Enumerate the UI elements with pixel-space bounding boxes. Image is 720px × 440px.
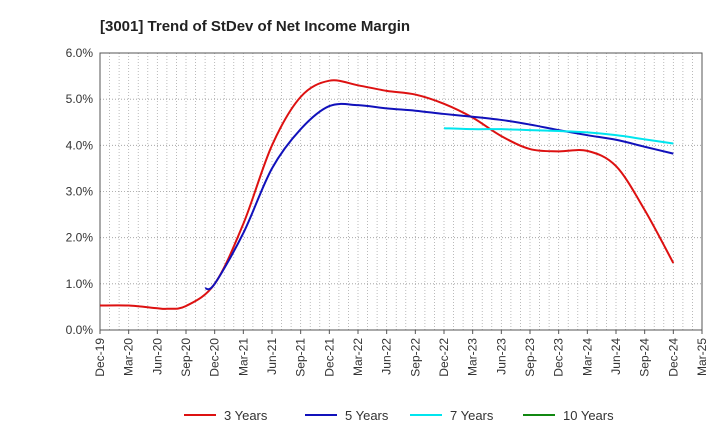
y-axis: 0.0% 1.0% 2.0% 3.0% 4.0% 5.0% 6.0% (66, 46, 94, 337)
y-tick-label: 6.0% (66, 46, 94, 60)
x-tick-label: Sep-22 (408, 338, 422, 377)
x-tick-label: Dec-20 (208, 338, 222, 377)
x-tick-label: Sep-20 (179, 338, 193, 377)
chart-title: [3001] Trend of StDev of Net Income Marg… (100, 18, 410, 35)
x-tick-label: Dec-22 (437, 338, 451, 377)
legend-label-7-years: 7 Years (450, 408, 494, 423)
series-layer (99, 79, 675, 310)
x-tick-label: Mar-22 (351, 338, 365, 376)
x-tick-label: Jun-22 (380, 338, 394, 375)
y-tick-label: 4.0% (66, 138, 94, 152)
legend-label-3-years: 3 Years (224, 408, 268, 423)
x-tick-label: Jun-24 (609, 338, 623, 375)
x-tick-label: Mar-23 (466, 338, 480, 376)
x-tick-label: Mar-20 (122, 338, 136, 376)
x-tick-label: Dec-21 (322, 338, 336, 377)
legend-label-5-years: 5 Years (345, 408, 389, 423)
y-tick-label: 1.0% (66, 277, 94, 291)
y-tick-label: 0.0% (66, 323, 94, 337)
x-axis: Dec-19 Mar-20 Jun-20 Sep-20 Dec-20 Mar-21 Jun-… (93, 330, 709, 377)
x-tick-label: Sep-23 (523, 338, 537, 377)
x-tick-label: Dec-19 (93, 338, 107, 377)
series-line-3-years (99, 79, 675, 310)
y-tick-label: 5.0% (66, 92, 94, 106)
x-tick-label: Sep-24 (638, 338, 652, 377)
legend-label-10-years: 10 Years (563, 408, 614, 423)
x-tick-label: Mar-25 (695, 338, 709, 376)
x-tick-label: Jun-20 (150, 338, 164, 375)
x-tick-label: Dec-23 (552, 338, 566, 377)
series-line-5-years (204, 102, 674, 291)
plot-frame (99, 52, 703, 331)
series-line-7-years (443, 127, 674, 145)
x-tick-label: Mar-24 (580, 338, 594, 376)
grid (99, 52, 703, 331)
x-tick-label: Jun-23 (494, 338, 508, 375)
x-tick-label: Jun-21 (265, 338, 279, 375)
legend: 3 Years 5 Years 7 Years 10 Years (184, 408, 614, 423)
plot-border (99, 52, 703, 331)
y-tick-label: 3.0% (66, 185, 94, 199)
x-tick-label: Sep-21 (294, 338, 308, 377)
x-tick-label: Mar-21 (236, 338, 250, 376)
x-tick-label: Dec-24 (666, 338, 680, 377)
y-tick-label: 2.0% (66, 231, 94, 245)
